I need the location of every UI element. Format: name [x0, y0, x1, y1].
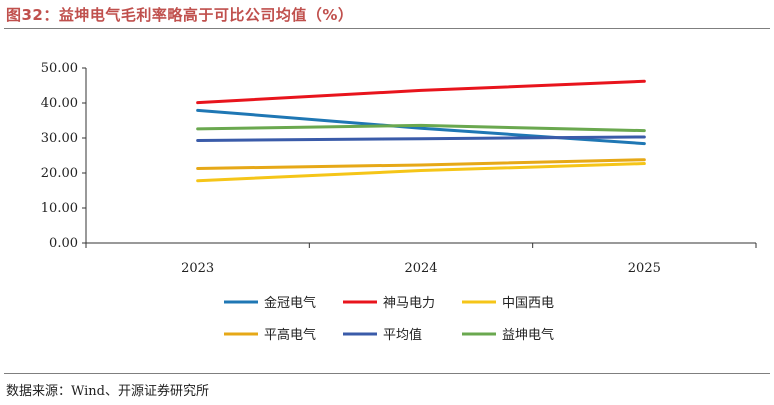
legend-label: 神马电力 [383, 296, 435, 311]
legend-label: 中国西电 [502, 296, 554, 311]
chart-series [196, 79, 646, 183]
x-tick-label: 2024 [404, 261, 437, 276]
x-tick-label: 2023 [181, 261, 214, 276]
y-tick-label: 40.00 [41, 96, 78, 111]
series-line [196, 135, 646, 142]
series-line [196, 158, 646, 170]
y-tick-label: 0.00 [49, 236, 78, 251]
legend-label: 平均值 [383, 327, 422, 343]
legend-label: 金冠电气 [264, 295, 316, 311]
legend-label: 益坤电气 [502, 327, 554, 343]
title-divider [4, 28, 770, 29]
legend-label: 平高电气 [264, 327, 316, 343]
chart-axes: 0.00 10.00 20.00 30.00 40.00 50.00 2023 2024 202… [41, 61, 757, 276]
series-line [196, 123, 646, 133]
y-tick-label: 20.00 [41, 166, 78, 181]
series-line [196, 79, 646, 105]
line-chart: 0.00 10.00 20.00 30.00 40.00 50.00 2023 2024 202… [41, 61, 757, 343]
y-tick-label: 50.00 [41, 61, 78, 76]
series-line [196, 162, 646, 183]
y-tick-label: 10.00 [41, 201, 78, 216]
y-tick-label: 30.00 [41, 131, 78, 146]
x-tick-label: 2025 [628, 261, 661, 276]
source-note: 数据来源：Wind、开源证券研究所 [6, 384, 209, 399]
figure-title: 图32：益坤电气毛利率略高于可比公司均值（%） [6, 6, 354, 24]
source-divider [4, 373, 770, 374]
